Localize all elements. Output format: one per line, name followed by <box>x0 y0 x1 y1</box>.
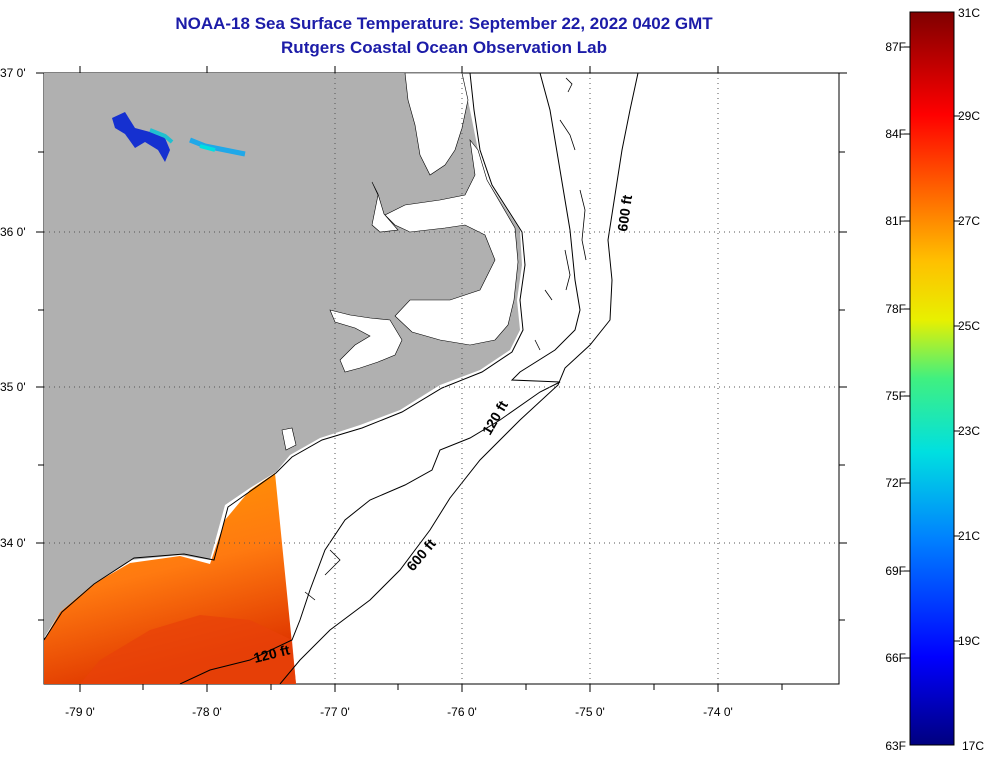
colorbar-f-81: 81F <box>885 214 906 228</box>
lon-label-78: -78 0' <box>192 705 222 719</box>
lat-label-35: 35 0' <box>0 380 26 394</box>
inland-lake-sst <box>112 112 246 162</box>
colorbar-c-17: 17C <box>962 739 984 753</box>
colorbar-f-69: 69F <box>885 564 906 578</box>
colorbar-c-29: 29C <box>958 109 980 123</box>
colorbar-f-84: 84F <box>885 127 906 141</box>
map-subtitle: Rutgers Coastal Ocean Observation Lab <box>281 38 607 57</box>
colorbar-f-72: 72F <box>885 476 906 490</box>
lon-label-76: -76 0' <box>447 705 477 719</box>
colorbar-c-21: 21C <box>958 529 980 543</box>
lat-label-37: 37 0' <box>0 66 26 80</box>
colorbar-f-78: 78F <box>885 302 906 316</box>
contour-label-600-north: 600 ft <box>614 194 635 233</box>
colorbar <box>909 11 955 746</box>
coastline <box>44 73 526 641</box>
lon-label-77: -77 0' <box>320 705 350 719</box>
colorbar-f-63: 63F <box>885 739 906 753</box>
colorbar-c-19: 19C <box>958 634 980 648</box>
colorbar-c-23: 23C <box>958 424 980 438</box>
colorbar-f-87: 87F <box>885 40 906 54</box>
colorbar-c-25: 25C <box>958 319 980 333</box>
lon-label-75: -75 0' <box>575 705 605 719</box>
map-title: NOAA-18 Sea Surface Temperature: Septemb… <box>175 14 713 33</box>
contour-600ft <box>279 73 639 684</box>
lat-label-34: 34 0' <box>0 536 26 550</box>
offshore-shoals <box>304 77 587 601</box>
colorbar-f-75: 75F <box>885 389 906 403</box>
colorbar-f-66: 66F <box>885 651 906 665</box>
graticule <box>44 73 839 684</box>
lon-label-74: -74 0' <box>703 705 733 719</box>
colorbar-c-27: 27C <box>958 214 980 228</box>
sounds <box>281 73 519 451</box>
lon-label-79: -79 0' <box>65 705 95 719</box>
frame-ticks <box>36 66 847 692</box>
colorbar-ticks <box>904 46 960 659</box>
sst-hot-region <box>80 615 296 684</box>
colorbar-c-31: 31C <box>958 6 980 20</box>
contour-120ft <box>179 73 581 684</box>
lat-label-36: 36 0' <box>0 225 26 239</box>
